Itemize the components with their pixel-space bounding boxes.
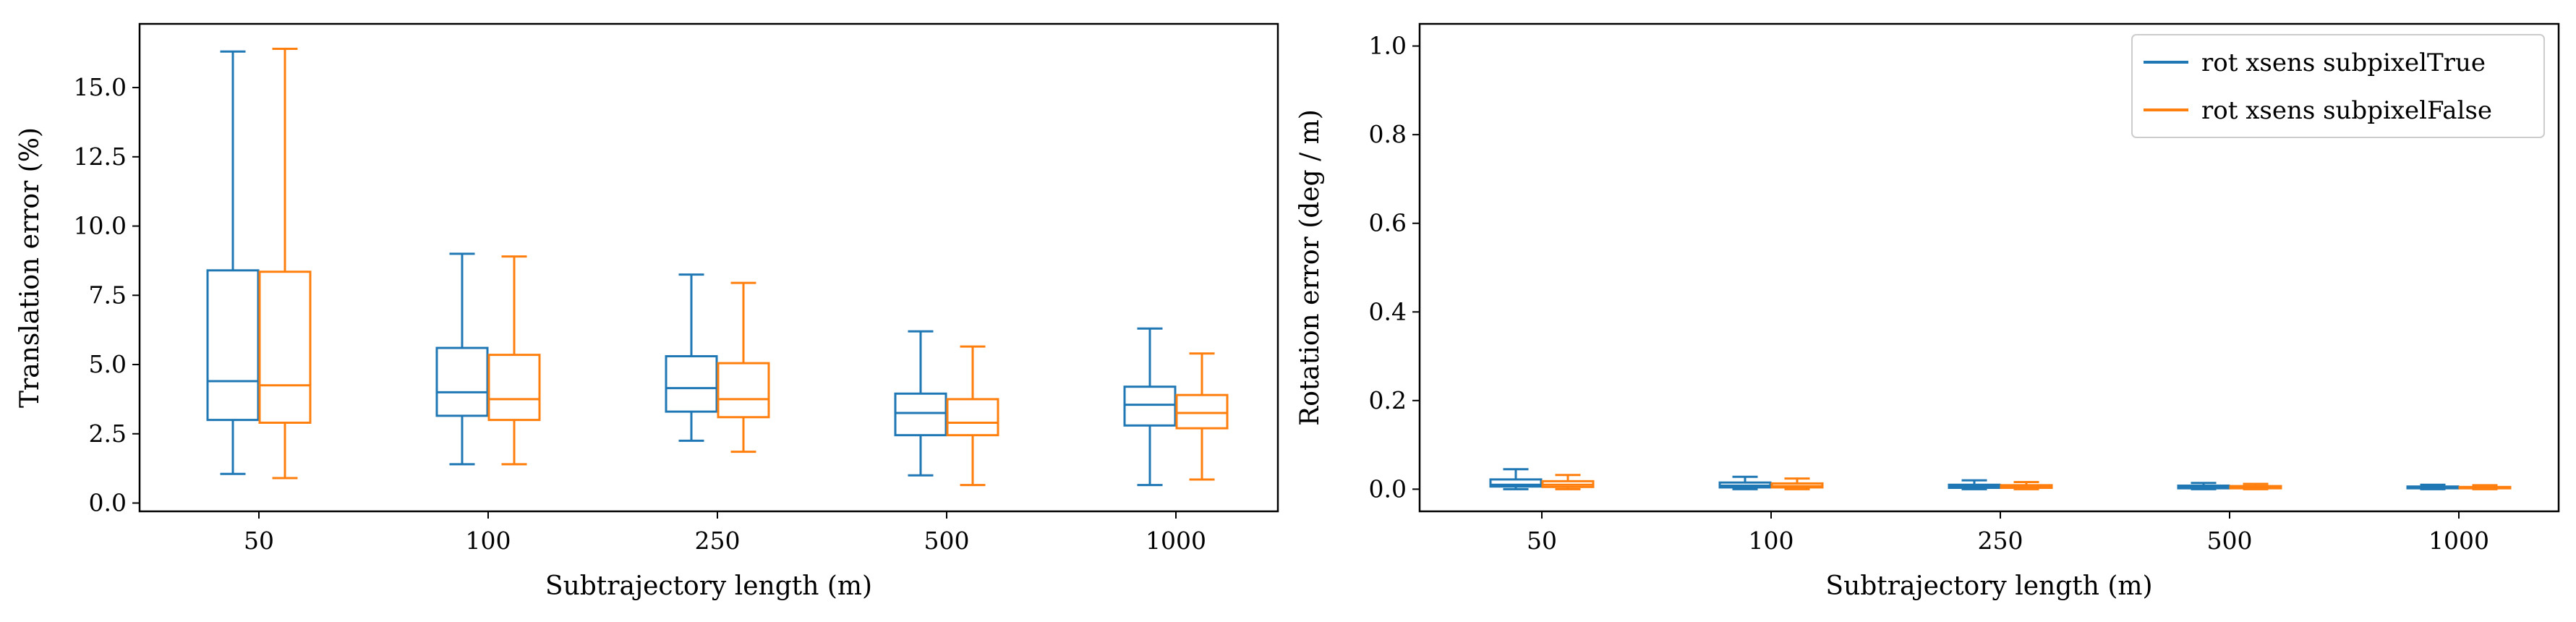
- y-axis-label: Rotation error (deg / m): [1295, 109, 1325, 426]
- x-tick-label: 250: [695, 527, 741, 555]
- translation-error-panel: 0.0 2.5 5.0 7.5 10.0 12.5 15.0 50 100 250 500 1000 S…: [15, 22, 1279, 601]
- y-tick-label: 0.4: [1369, 297, 1407, 325]
- iqr-box: [946, 398, 999, 437]
- iqr-box: [717, 362, 770, 419]
- box-rot-xsens-subpixelFalse-1000: [2458, 484, 2512, 490]
- iqr-box: [435, 346, 489, 417]
- box-rot-xsens-subpixelFalse-500: [946, 345, 999, 487]
- x-tick-label: 1000: [2428, 527, 2489, 555]
- iqr-box: [1175, 393, 1229, 430]
- y-tick-label: 12.5: [74, 142, 127, 171]
- iqr-box: [894, 392, 947, 437]
- box-rot-xsens-subpixelFalse-100: [1770, 477, 1824, 490]
- y-tick-label: 2.5: [89, 419, 127, 448]
- box-rot-xsens-subpixelTrue-250: [1948, 479, 2001, 490]
- legend-label: rot xsens subpixelFalse: [2201, 96, 2492, 125]
- box-rot-xsens-subpixelTrue-50: [206, 50, 260, 475]
- box-rot-xsens-subpixelFalse-500: [2229, 482, 2282, 490]
- y-axis-label: Translation error (%): [15, 127, 45, 408]
- legend-box: [2131, 34, 2545, 138]
- y-tick-label: 7.5: [89, 281, 127, 309]
- x-tick-label: 500: [924, 527, 970, 555]
- iqr-box: [665, 355, 718, 413]
- x-axis-label: Subtrajectory length (m): [545, 571, 872, 601]
- iqr-box: [258, 270, 312, 424]
- legend: rot xsens subpixelTrue rot xsens subpixel…: [2131, 34, 2545, 138]
- y-tick-label: 0.0: [1369, 474, 1407, 503]
- y-tick-label: 15.0: [74, 73, 127, 101]
- box-rot-xsens-subpixelTrue-500: [2177, 482, 2230, 490]
- box-rot-xsens-subpixelFalse-100: [487, 255, 541, 466]
- y-tick-label: 10.0: [74, 212, 127, 240]
- iqr-box: [487, 354, 541, 422]
- box-rot-xsens-subpixelTrue-50: [1489, 468, 1543, 490]
- y-tick-label: 0.6: [1369, 209, 1407, 237]
- box-rot-xsens-subpixelFalse-1000: [1175, 352, 1229, 481]
- box-rot-xsens-subpixelFalse-50: [258, 47, 312, 480]
- y-tick-label: 0.8: [1369, 120, 1407, 148]
- box-rot-xsens-subpixelTrue-100: [435, 252, 489, 466]
- box-rot-xsens-subpixelTrue-1000: [2406, 483, 2460, 490]
- y-tick-label: 0.2: [1369, 386, 1407, 414]
- box-rot-xsens-subpixelFalse-250: [717, 281, 770, 453]
- x-tick-label: 1000: [1146, 527, 1206, 555]
- y-tick-label: 0.0: [89, 489, 127, 517]
- x-tick-label: 50: [244, 527, 274, 555]
- box-rot-xsens-subpixelTrue-250: [665, 273, 718, 442]
- iqr-box: [206, 269, 260, 422]
- y-tick-label: 5.0: [89, 350, 127, 378]
- x-tick-label: 100: [466, 527, 511, 555]
- axes-frame: [1418, 22, 2560, 513]
- iqr-box: [1489, 478, 1543, 488]
- x-tick-label: 100: [1749, 527, 1794, 555]
- legend-label: rot xsens subpixelTrue: [2201, 48, 2486, 77]
- y-tick-label: 1.0: [1369, 32, 1407, 60]
- box-rot-xsens-subpixelFalse-250: [2000, 481, 2053, 490]
- box-rot-xsens-subpixelTrue-500: [894, 330, 947, 477]
- iqr-box: [1123, 385, 1177, 427]
- rotation-error-panel: 0.0 0.2 0.4 0.6 0.8 1.0 50 100 250 500 1000 Subtraj…: [1295, 22, 2560, 601]
- box-rot-xsens-subpixelTrue-1000: [1123, 327, 1177, 487]
- axes-frame: [138, 22, 1279, 513]
- x-tick-label: 250: [1978, 527, 2023, 555]
- x-tick-label: 50: [1527, 527, 1557, 555]
- box-rot-xsens-subpixelFalse-50: [1541, 474, 1595, 490]
- x-axis-label: Subtrajectory length (m): [1825, 571, 2152, 601]
- box-rot-xsens-subpixelTrue-100: [1718, 475, 1772, 490]
- x-tick-label: 500: [2207, 527, 2253, 555]
